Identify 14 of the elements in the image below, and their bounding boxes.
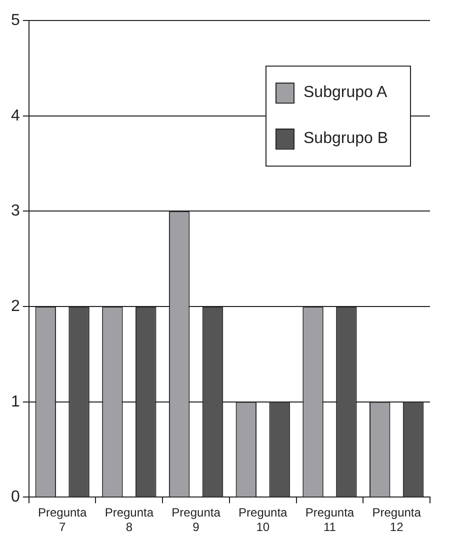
legend-label: Subgrupo A — [303, 84, 388, 102]
x-tick-label: Pregunta 8 — [104, 506, 154, 534]
y-tick-label: 0 — [10, 488, 20, 506]
x-tick-label: Pregunta 11 — [305, 506, 354, 534]
y-tick-label: 2 — [10, 298, 20, 315]
x-tick-label: Pregunta 9 — [172, 506, 221, 534]
y-tick-label: 3 — [10, 202, 20, 220]
y-tick-label: 4 — [10, 107, 20, 124]
x-tick-label: Pregunta 12 — [372, 506, 422, 534]
y-tick-label: 5 — [10, 12, 20, 30]
x-tick-label: Pregunta 7 — [38, 506, 87, 534]
legend-label: Subgrupo B — [303, 130, 388, 148]
y-tick-label: 1 — [10, 393, 20, 410]
x-tick-label: Pregunta 10 — [238, 506, 288, 534]
